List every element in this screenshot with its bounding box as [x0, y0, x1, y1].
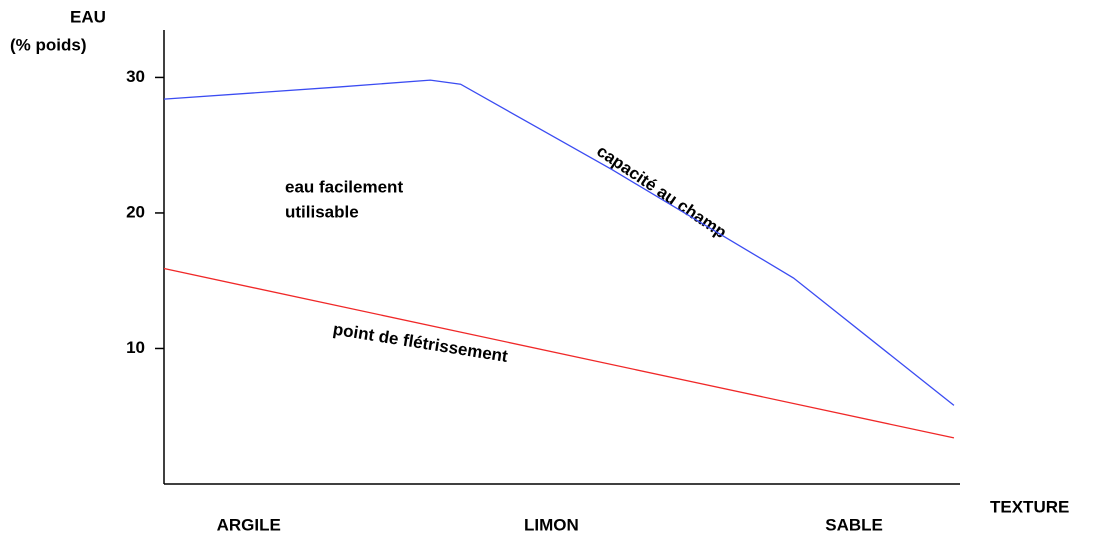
series-label: capacité au champ	[593, 141, 730, 242]
x-tick-label: ARGILE	[217, 515, 281, 534]
x-tick-label: LIMON	[524, 515, 579, 534]
x-tick-label: SABLE	[825, 515, 883, 534]
y-tick-label: 10	[126, 338, 145, 357]
series-label: point de flétrissement	[332, 320, 510, 366]
y-tick-label: 30	[126, 67, 145, 86]
annotation: utilisable	[285, 202, 359, 221]
series-line	[163, 79, 955, 406]
y-tick-label: 20	[126, 202, 145, 221]
y-axis-label: EAU	[70, 7, 106, 26]
x-axis-label: TEXTURE	[990, 497, 1069, 516]
annotation: eau facilement	[285, 177, 403, 196]
y-axis-label: (% poids)	[10, 35, 87, 54]
series-line	[163, 267, 955, 439]
